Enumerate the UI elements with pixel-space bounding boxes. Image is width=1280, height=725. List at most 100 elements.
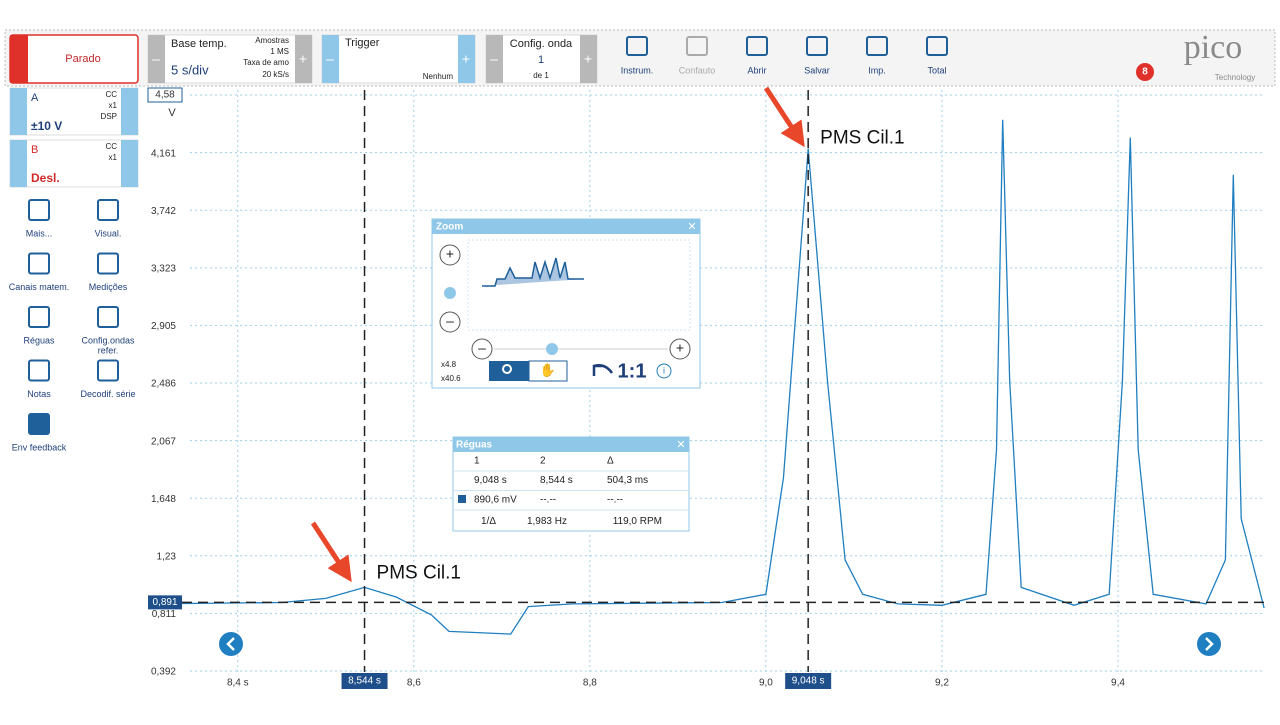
sidebar-icon[interactable] — [97, 199, 119, 221]
sidebar-icon[interactable] — [97, 252, 119, 275]
tool-icon[interactable] — [926, 36, 948, 56]
cursor-label-bg — [148, 595, 182, 610]
tool-icon[interactable] — [686, 36, 708, 56]
tool-icon[interactable] — [746, 36, 768, 56]
plus-icon: + — [462, 51, 470, 67]
zoom-h-slider[interactable] — [546, 343, 558, 355]
table-cell: 8,544 s — [540, 475, 573, 486]
tool-icon[interactable] — [866, 36, 888, 56]
zoom-titlebar — [432, 219, 700, 234]
zoom-in[interactable] — [439, 244, 461, 266]
channel-plus[interactable] — [121, 140, 138, 187]
plot-bg — [148, 88, 1270, 690]
sidebar-icon[interactable] — [28, 199, 50, 221]
logo-sub: Technology — [1215, 73, 1255, 82]
table-cell: 1 — [474, 456, 480, 467]
run-button[interactable]: Parado — [9, 34, 139, 84]
sidebar-label: Medições — [89, 282, 128, 292]
nav-left[interactable] — [219, 632, 243, 656]
axis-limit-box — [147, 87, 183, 103]
y-tick-label: 1,23 — [157, 551, 177, 562]
badge[interactable] — [1136, 63, 1154, 81]
rulers-titlebar — [453, 437, 689, 452]
y-tick-label: 0,811 — [152, 609, 177, 620]
x-tick-label: 9,0 — [759, 678, 773, 689]
zoom-preview — [467, 239, 691, 331]
tool-label: Total — [927, 65, 946, 75]
table-cell: 504,3 ms — [607, 475, 648, 486]
waveform-config: – + Config. onda 1 de 1 — [485, 34, 598, 84]
plus-icon: + — [446, 246, 454, 262]
table-cell: --.-- — [607, 495, 623, 506]
y-tick-label: 0,392 — [151, 667, 176, 678]
undo-icon[interactable] — [592, 364, 614, 376]
cursor-label: 0,891 — [152, 597, 177, 608]
channel-plus[interactable] — [121, 88, 138, 135]
run-button-stripe — [10, 35, 28, 83]
sidebar-label: Réguas — [23, 335, 55, 345]
info-icon[interactable] — [656, 363, 672, 379]
timebase-plus[interactable] — [295, 35, 312, 83]
waveform-plus[interactable] — [580, 35, 597, 83]
trigger-minus[interactable] — [322, 35, 339, 83]
y-tick-label: 4,58 — [155, 90, 175, 101]
y-unit: V — [168, 107, 176, 119]
zoom-reset[interactable]: 1:1 — [618, 360, 647, 382]
zoom-tool[interactable] — [489, 361, 529, 381]
samples-label: Amostras — [255, 36, 289, 45]
sidebar-label: Visual. — [95, 228, 122, 238]
run-label: Parado — [65, 53, 100, 65]
hand-icon: ✋ — [540, 362, 556, 377]
nav-right[interactable] — [1197, 632, 1221, 656]
rate: 20 kS/s — [262, 70, 289, 79]
tool-label: Salvar — [804, 65, 830, 75]
cursor-label-bg[interactable] — [785, 673, 832, 689]
close-icon[interactable]: ✕ — [676, 439, 685, 451]
waveform-minus[interactable] — [486, 35, 503, 83]
zoom-out-h[interactable] — [471, 338, 493, 360]
y-tick-label: 3,742 — [151, 206, 176, 217]
y-tick-label: 2,905 — [151, 321, 176, 332]
y-tick-label: 4,161 — [151, 148, 176, 159]
plus-icon: + — [676, 340, 684, 356]
tool-icon[interactable] — [626, 36, 648, 56]
sidebar-icon[interactable] — [28, 413, 50, 435]
channel-minus[interactable] — [10, 140, 27, 187]
pan-tool[interactable] — [528, 360, 568, 382]
channel-swatch — [458, 495, 466, 503]
trigger-plus[interactable] — [458, 35, 475, 83]
channel-minus[interactable] — [10, 88, 27, 135]
chevron — [1205, 637, 1214, 651]
sidebar-icon[interactable] — [28, 359, 50, 382]
timebase-minus[interactable] — [148, 35, 165, 83]
close-icon[interactable]: ✕ — [687, 221, 696, 233]
zoom-out[interactable] — [439, 311, 461, 333]
tool-label: Abrir — [747, 65, 766, 75]
tool-icon[interactable] — [806, 36, 828, 56]
sidebar-icon[interactable] — [97, 359, 119, 382]
zoom-title: Zoom — [436, 222, 463, 233]
timebase: – + Base temp. 5 s/div Amostras 1 MS Tax… — [147, 34, 313, 84]
chevron — [226, 637, 235, 651]
sidebar-label: Notas — [27, 389, 51, 399]
table-cell: 890,6 mV — [474, 495, 517, 506]
info-i: i — [663, 365, 665, 375]
sidebar-icon[interactable] — [28, 252, 50, 275]
x-tick-label: 8,6 — [407, 678, 421, 689]
rulers-bg — [452, 436, 690, 532]
channel-box — [9, 87, 139, 136]
sidebar-label: refer. — [98, 345, 119, 355]
y-tick-label: 2,067 — [151, 436, 176, 447]
cursor-label: 8,544 s — [348, 676, 381, 687]
cursor-label-bg[interactable] — [341, 673, 388, 689]
zoom-slider[interactable] — [444, 287, 456, 299]
x-tick-label: 9,4 — [1111, 678, 1125, 689]
logo: pico — [1184, 29, 1243, 66]
sidebar-icon[interactable] — [28, 306, 50, 328]
sidebar-icon[interactable] — [97, 306, 119, 328]
channel-name: B — [31, 144, 38, 156]
zoom-in-h[interactable] — [669, 338, 691, 360]
waveform-bg — [485, 34, 598, 84]
